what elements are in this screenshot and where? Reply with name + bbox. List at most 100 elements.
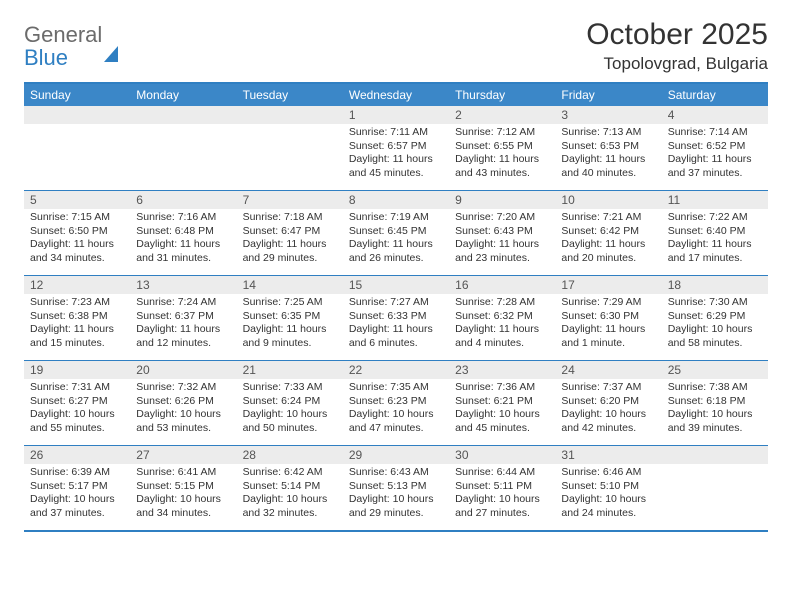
week-row: 26Sunrise: 6:39 AMSunset: 5:17 PMDayligh… [24,445,768,530]
sunrise-text: Sunrise: 7:38 AM [668,381,762,395]
calendar: SundayMondayTuesdayWednesdayThursdayFrid… [24,82,768,532]
sunrise-text: Sunrise: 7:32 AM [136,381,230,395]
sunrise-text: Sunrise: 7:28 AM [455,296,549,310]
sunset-text: Sunset: 5:10 PM [561,480,655,494]
day-number: 12 [24,276,130,294]
day-details: Sunrise: 7:22 AMSunset: 6:40 PMDaylight:… [662,211,768,266]
daylight-text: Daylight: 11 hours and 1 minute. [561,323,655,350]
day-number: . [662,446,768,464]
sunrise-text: Sunrise: 7:31 AM [30,381,124,395]
day-number: 4 [662,106,768,124]
sunrise-text: Sunrise: 6:44 AM [455,466,549,480]
day-details: Sunrise: 7:30 AMSunset: 6:29 PMDaylight:… [662,296,768,351]
day-number: 31 [555,446,661,464]
day-details: Sunrise: 7:29 AMSunset: 6:30 PMDaylight:… [555,296,661,351]
day-details: Sunrise: 7:13 AMSunset: 6:53 PMDaylight:… [555,126,661,181]
day-number: 6 [130,191,236,209]
sunrise-text: Sunrise: 7:25 AM [243,296,337,310]
daylight-text: Daylight: 11 hours and 9 minutes. [243,323,337,350]
day-number: 26 [24,446,130,464]
day-cell: . [662,446,768,530]
week-row: ...1Sunrise: 7:11 AMSunset: 6:57 PMDayli… [24,106,768,190]
daylight-text: Daylight: 10 hours and 53 minutes. [136,408,230,435]
day-number: 14 [237,276,343,294]
day-cell: 2Sunrise: 7:12 AMSunset: 6:55 PMDaylight… [449,106,555,190]
day-cell: 13Sunrise: 7:24 AMSunset: 6:37 PMDayligh… [130,276,236,360]
sunset-text: Sunset: 6:35 PM [243,310,337,324]
daylight-text: Daylight: 11 hours and 12 minutes. [136,323,230,350]
day-header: Sunday [24,84,130,106]
day-header: Tuesday [237,84,343,106]
day-header: Thursday [449,84,555,106]
sunset-text: Sunset: 5:15 PM [136,480,230,494]
day-header: Friday [555,84,661,106]
sunset-text: Sunset: 6:47 PM [243,225,337,239]
day-number: 2 [449,106,555,124]
sunrise-text: Sunrise: 6:46 AM [561,466,655,480]
logo-part2: Blue [24,45,68,70]
sunset-text: Sunset: 5:13 PM [349,480,443,494]
daylight-text: Daylight: 10 hours and 34 minutes. [136,493,230,520]
day-number: 13 [130,276,236,294]
day-cell: . [24,106,130,190]
sunset-text: Sunset: 5:11 PM [455,480,549,494]
sunrise-text: Sunrise: 7:15 AM [30,211,124,225]
sunset-text: Sunset: 6:50 PM [30,225,124,239]
daylight-text: Daylight: 10 hours and 29 minutes. [349,493,443,520]
sunset-text: Sunset: 6:55 PM [455,140,549,154]
day-number: 1 [343,106,449,124]
day-number: 3 [555,106,661,124]
logo-part1: General [24,22,102,47]
day-cell: 22 Sunrise: 7:35 AMSunset: 6:23 PMDayligh… [343,361,449,445]
day-cell: 15Sunrise: 7:27 AMSunset: 6:33 PMDayligh… [343,276,449,360]
day-details: Sunrise: 7:21 AMSunset: 6:42 PMDaylight:… [555,211,661,266]
sunrise-text: Sunrise: 7:21 AM [561,211,655,225]
day-number: 9 [449,191,555,209]
sunset-text: Sunset: 6:42 PM [561,225,655,239]
daylight-text: Daylight: 10 hours and 24 minutes. [561,493,655,520]
day-details: Sunrise: 7:25 AMSunset: 6:35 PMDaylight:… [237,296,343,351]
sunset-text: Sunset: 6:52 PM [668,140,762,154]
day-details: Sunrise: 7:38 AMSunset: 6:18 PMDaylight:… [662,381,768,436]
day-details: Sunrise: 7:14 AMSunset: 6:52 PMDaylight:… [662,126,768,181]
day-cell: 5Sunrise: 7:15 AMSunset: 6:50 PMDaylight… [24,191,130,275]
day-number: 28 [237,446,343,464]
sunrise-text: Sunrise: 6:43 AM [349,466,443,480]
daylight-text: Daylight: 10 hours and 27 minutes. [455,493,549,520]
day-number: 22 [343,361,449,379]
sunset-text: Sunset: 6:21 PM [455,395,549,409]
sunset-text: Sunset: 6:53 PM [561,140,655,154]
page-title: October 2025 [586,18,768,52]
calendar-body: ...1Sunrise: 7:11 AMSunset: 6:57 PMDayli… [24,106,768,530]
daylight-text: Daylight: 11 hours and 17 minutes. [668,238,762,265]
sunrise-text: Sunrise: 6:41 AM [136,466,230,480]
day-details: Sunrise: 6:41 AMSunset: 5:15 PMDaylight:… [130,466,236,521]
day-details: Sunrise: 6:44 AMSunset: 5:11 PMDaylight:… [449,466,555,521]
day-number: 5 [24,191,130,209]
day-cell: . [237,106,343,190]
day-cell: 4 Sunrise: 7:14 AMSunset: 6:52 PMDaylight… [662,106,768,190]
logo-text-block: General Blue [24,24,118,70]
day-details: Sunrise: 7:16 AMSunset: 6:48 PMDaylight:… [130,211,236,266]
sunrise-text: Sunrise: 7:12 AM [455,126,549,140]
sunset-text: Sunset: 6:23 PM [349,395,443,409]
sunrise-text: Sunrise: 7:20 AM [455,211,549,225]
sunrise-text: Sunrise: 7:37 AM [561,381,655,395]
sunset-text: Sunset: 6:37 PM [136,310,230,324]
day-number: 21 [237,361,343,379]
day-number: 17 [555,276,661,294]
day-cell: 21Sunrise: 7:33 AMSunset: 6:24 PMDayligh… [237,361,343,445]
day-cell: 24Sunrise: 7:37 AMSunset: 6:20 PMDayligh… [555,361,661,445]
sunrise-text: Sunrise: 7:27 AM [349,296,443,310]
week-row: 5 Sunrise: 7:15 AMSunset: 6:50 PM Daylight… [24,190,768,275]
day-cell: 8Sunrise: 7:19 AMSunset: 6:45 PMDaylight… [343,191,449,275]
day-number: 27 [130,446,236,464]
day-details: Sunrise: 7:35 AMSunset: 6:23 PMDaylight:… [343,381,449,436]
sunset-text: Sunset: 6:45 PM [349,225,443,239]
day-cell: 3 Sunrise: 7:13 AMSunset: 6:53 PMDaylight… [555,106,661,190]
daylight-text: Daylight: 11 hours and 26 minutes. [349,238,443,265]
day-number: 29 [343,446,449,464]
sunrise-text: Sunrise: 7:35 AM [349,381,443,395]
day-number: 20 [130,361,236,379]
sunrise-text: Sunrise: 7:11 AM [349,126,443,140]
